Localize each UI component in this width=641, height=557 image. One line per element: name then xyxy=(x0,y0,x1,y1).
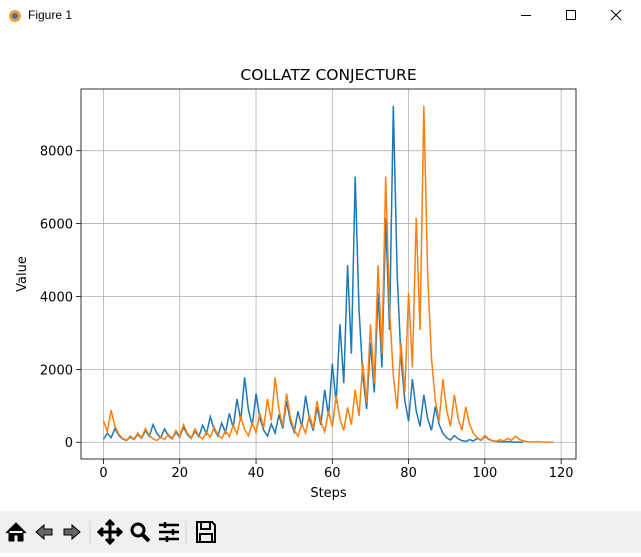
window-title: Figure 1 xyxy=(28,8,73,22)
toolbar-icons xyxy=(5,518,216,546)
home-button[interactable] xyxy=(5,522,27,542)
x-tick-label: 120 xyxy=(549,466,574,481)
title-bar: Figure 1 xyxy=(0,0,641,31)
chart-title: COLLATZ CONJECTURE xyxy=(240,66,416,84)
x-tick-label: 80 xyxy=(400,466,417,481)
axes-frame xyxy=(80,88,577,460)
y-tick-label: 8000 xyxy=(40,145,73,160)
y-tick-label: 2000 xyxy=(40,363,73,378)
line-series xyxy=(102,105,523,443)
maximize[interactable] xyxy=(566,10,576,20)
app-icon xyxy=(9,10,21,22)
x-tick-label: 40 xyxy=(248,466,265,481)
window-controls[interactable] xyxy=(501,0,641,31)
configure-button[interactable] xyxy=(159,522,179,542)
chart: 0 20 40 60 80 100 120 0 2000 4000 6000 8000 COLLATZ … xyxy=(15,66,577,501)
x-tick-label: 0 xyxy=(99,466,107,481)
x-tick-label: 20 xyxy=(171,466,188,481)
zoom-button[interactable] xyxy=(130,522,151,543)
close[interactable] xyxy=(610,9,622,21)
pan-button[interactable] xyxy=(96,518,124,546)
save-button[interactable] xyxy=(196,521,216,543)
forward-button[interactable] xyxy=(63,523,81,541)
line-series xyxy=(102,105,554,443)
y-tick-label: 0 xyxy=(65,436,73,451)
x-tick-label: 60 xyxy=(324,466,341,481)
toolbar xyxy=(0,511,641,553)
x-axis-label: Steps xyxy=(310,486,347,501)
back-button[interactable] xyxy=(35,523,53,541)
y-axis-label: Value xyxy=(15,256,30,292)
y-tick-label: 6000 xyxy=(40,218,73,233)
y-tick-label: 4000 xyxy=(40,290,73,305)
x-tick-label: 100 xyxy=(472,466,497,481)
